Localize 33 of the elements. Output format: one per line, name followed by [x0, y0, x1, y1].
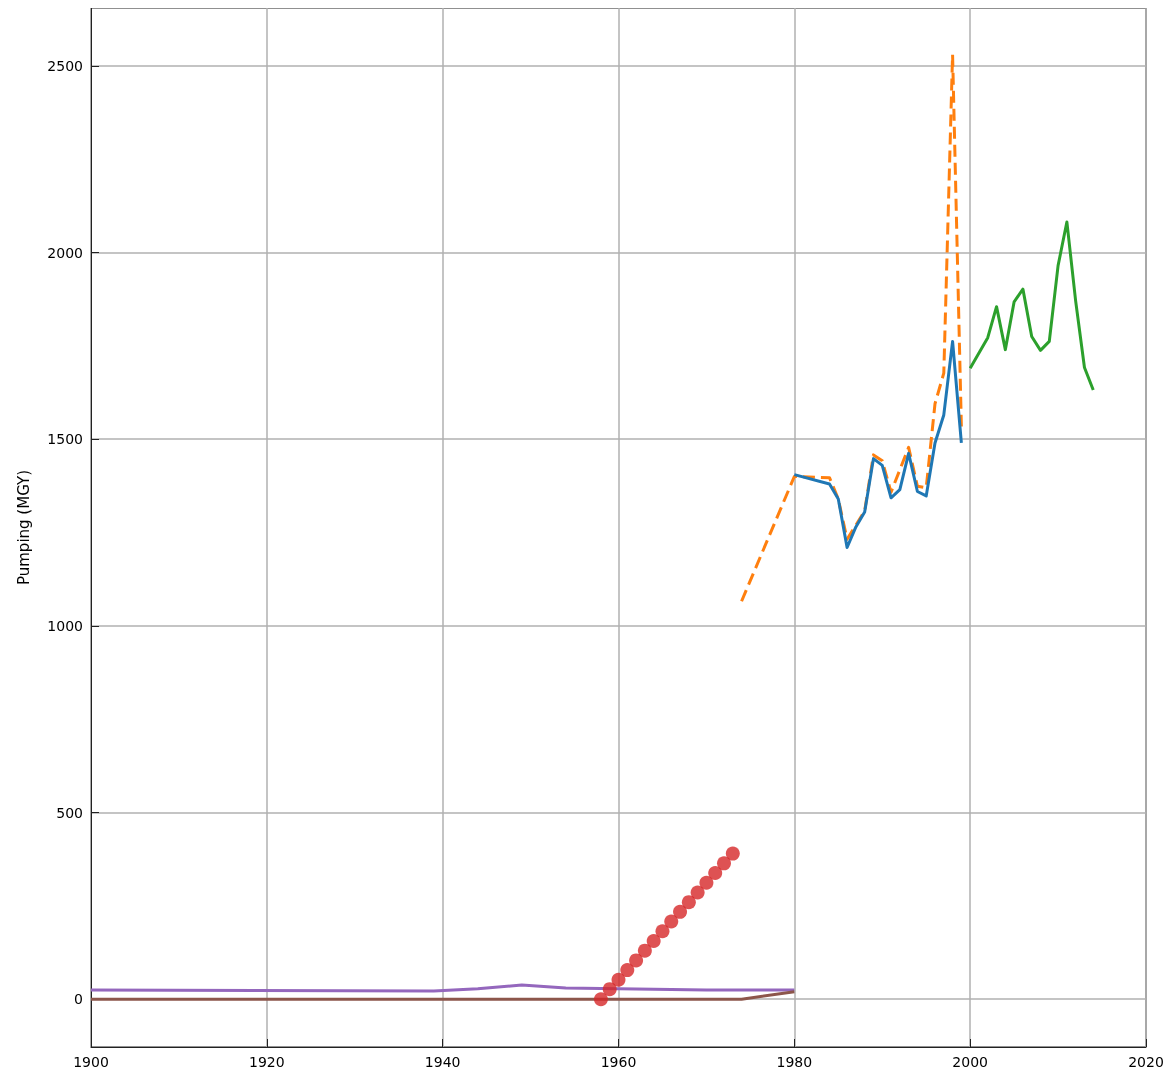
x-tick-label: 1920 — [249, 1054, 285, 1070]
x-tick-label: 1900 — [73, 1054, 109, 1070]
y-tick-label: 2500 — [47, 57, 83, 74]
x-tick-label: 1940 — [424, 1054, 461, 1070]
point — [620, 963, 635, 978]
point — [690, 885, 705, 900]
y-tick-label: 1000 — [47, 617, 83, 634]
point — [593, 992, 608, 1007]
x-tick-label: 2000 — [952, 1054, 988, 1070]
x-tick-label: 1980 — [776, 1054, 813, 1070]
point — [681, 895, 696, 910]
point — [725, 846, 740, 861]
point — [664, 914, 679, 929]
point — [655, 924, 670, 939]
point — [717, 856, 731, 871]
y-tick-label: 500 — [56, 804, 83, 821]
y-tick-label: 2000 — [47, 244, 83, 261]
point — [629, 953, 644, 968]
y-tick-label: 0 — [74, 991, 83, 1008]
x-tick-label: 2020 — [1128, 1054, 1164, 1070]
x-tick-label: 1960 — [600, 1054, 637, 1070]
y-axis-title: Pumping (MGY) — [14, 469, 33, 586]
point — [673, 904, 688, 919]
point — [602, 982, 617, 997]
line-series — [968, 220, 1095, 392]
point — [708, 866, 723, 881]
point — [646, 933, 661, 948]
line-series — [792, 339, 963, 549]
line-series — [740, 53, 963, 603]
y-tick-label: 1500 — [47, 431, 83, 448]
point — [611, 972, 626, 987]
point — [637, 943, 652, 958]
point — [699, 875, 714, 890]
